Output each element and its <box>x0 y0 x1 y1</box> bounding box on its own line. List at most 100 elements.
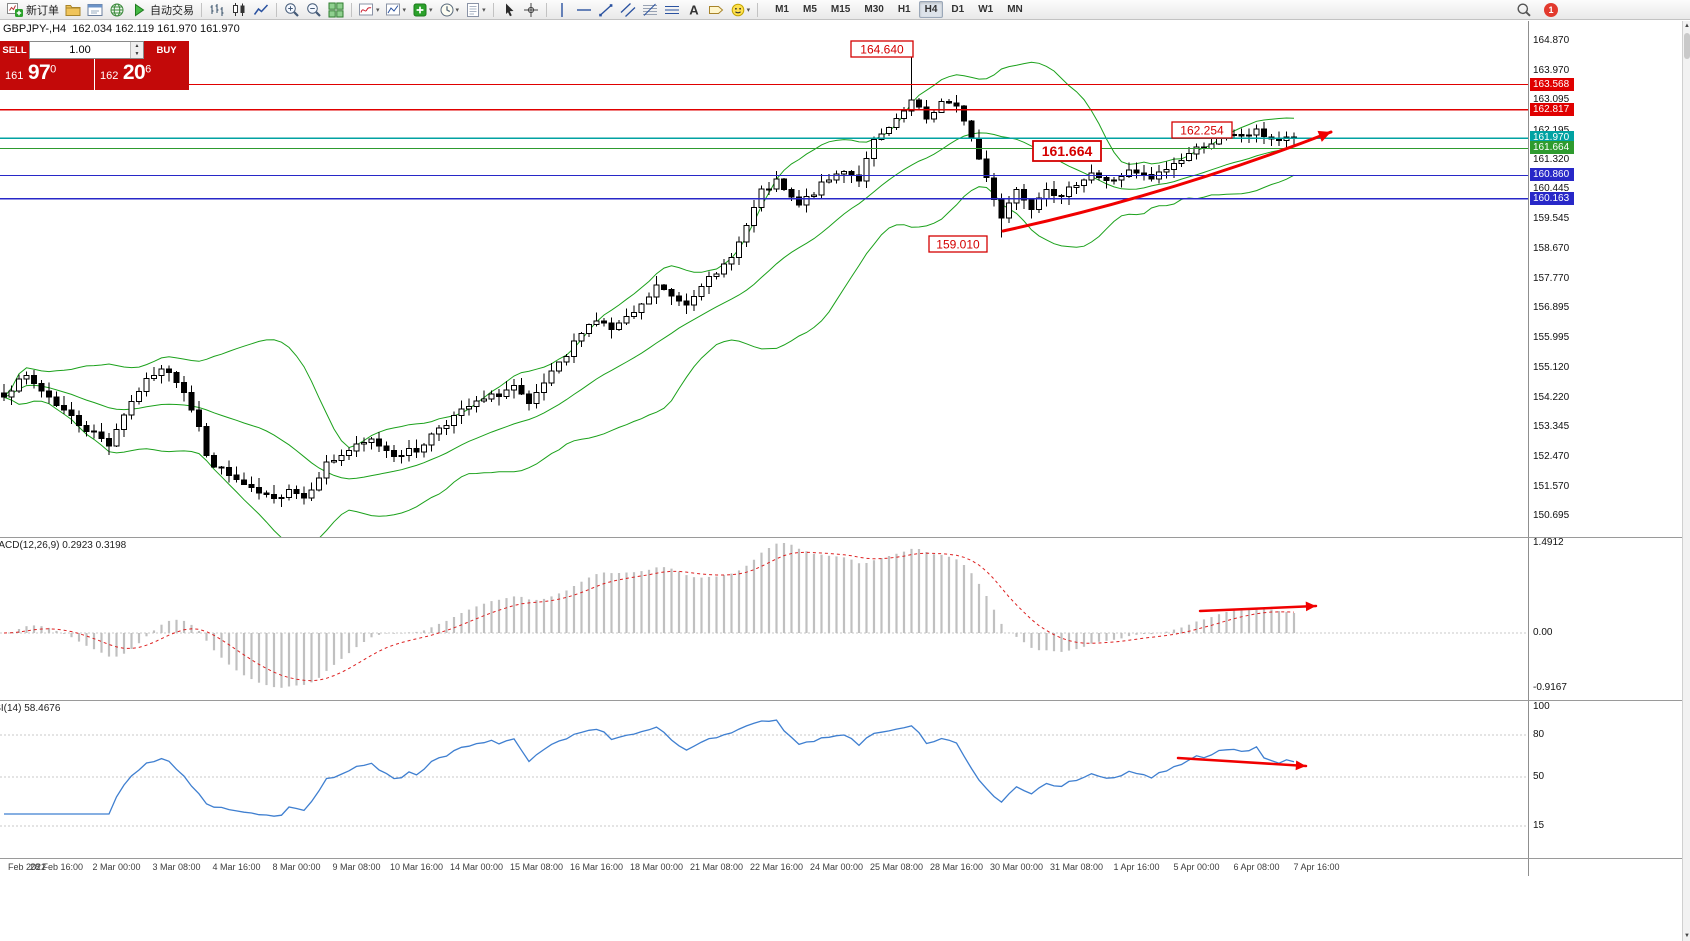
trendline-button[interactable] <box>595 1 617 19</box>
chevron-down-icon: ▾ <box>402 6 407 14</box>
trend-arrow[interactable] <box>1176 756 1308 768</box>
fibo-icon <box>642 2 658 18</box>
zoom-out-icon <box>306 2 322 18</box>
timeframe-m15-button[interactable]: M15 <box>830 4 851 15</box>
price-annotation-box[interactable] <box>928 235 988 253</box>
clock-icon <box>439 2 455 18</box>
rsi-canvas[interactable] <box>0 701 1528 858</box>
timeframe-d1-button[interactable]: D1 <box>951 4 965 15</box>
periods-button[interactable]: ▾ <box>436 1 463 19</box>
text-label-button[interactable] <box>705 1 727 19</box>
trend-arrow-head <box>1305 601 1316 612</box>
volume-spinner-up[interactable]: ▲ <box>131 42 143 50</box>
crosshair-icon <box>523 2 539 18</box>
scrollbar-thumb[interactable] <box>1684 33 1690 59</box>
axis-tick-label: 155.995 <box>1533 332 1570 344</box>
buy-price-display[interactable]: 162 206 <box>95 59 189 90</box>
timeframe-m30-button[interactable]: M30 <box>864 4 884 15</box>
text-button[interactable]: A <box>683 1 705 19</box>
time-axis-label: 28 Feb 16:00 <box>29 862 84 872</box>
axis-tick-label: 153.345 <box>1533 421 1570 433</box>
panel-separator-macd[interactable] <box>0 537 1682 538</box>
macd-canvas[interactable] <box>0 538 1528 700</box>
candlestick-chart-button[interactable] <box>228 1 250 19</box>
timeframe-mn-button[interactable]: MN <box>1007 4 1023 15</box>
new-order-button-label: 新订单 <box>26 4 59 17</box>
price-annotation-box[interactable] <box>1032 140 1102 162</box>
panel-separator-rsi[interactable] <box>0 700 1682 701</box>
price-annotation-box[interactable] <box>850 40 914 58</box>
profiles-button[interactable] <box>62 1 84 19</box>
price-scale[interactable]: 164.870 163.970 163.095 162.195 161.320 160.4… <box>1528 21 1682 876</box>
channel-button[interactable] <box>617 1 639 19</box>
price-level-badge: 163.568 <box>1530 77 1574 91</box>
timeframe-h1-button[interactable]: H1 <box>897 4 911 15</box>
price-level-badge: 161.664 <box>1530 141 1574 155</box>
bollinger-mid-band <box>3 132 1295 480</box>
zoom-in-button[interactable] <box>281 1 303 19</box>
time-axis-label: 6 Apr 08:00 <box>1233 862 1280 872</box>
toolbar-separator <box>492 2 494 17</box>
scroll-up-arrow[interactable]: ▲ <box>1684 23 1690 29</box>
rsi-label: RSI(14) 58.4676 <box>0 703 61 714</box>
axis-tick-label: 163.095 <box>1533 94 1570 106</box>
horizontal-line-button[interactable] <box>573 1 595 19</box>
price-chart-canvas[interactable]: 164.640 159.010 161.664 162.254 <box>0 21 1528 537</box>
trend-arrow[interactable] <box>1198 604 1318 613</box>
search-button[interactable] <box>1513 1 1535 19</box>
tile-windows-button[interactable] <box>325 1 347 19</box>
bollinger-lo-band <box>3 174 1295 537</box>
sell-button[interactable]: SELL <box>0 41 29 59</box>
sell-price-display[interactable]: 161 970 <box>0 59 95 90</box>
timeframe-w1-button[interactable]: W1 <box>978 4 994 15</box>
axis-tick-label: 152.470 <box>1533 450 1570 462</box>
trend-arrow[interactable] <box>1001 130 1333 233</box>
arrows-button[interactable]: ▾ <box>727 1 754 19</box>
time-axis[interactable]: Feb 2022 28 Feb 16:00 2 Mar 00:00 3 Mar 08:… <box>0 859 1690 876</box>
toolbar-separator <box>201 2 202 17</box>
buy-button[interactable]: BUY <box>144 41 189 59</box>
crosshair-button[interactable] <box>520 1 542 19</box>
macd-panel[interactable]: MACD(12,26,9) 0.2923 0.3198 <box>0 538 1528 700</box>
price-annotation-box[interactable] <box>1171 121 1233 139</box>
zoom-out-button[interactable] <box>303 1 325 19</box>
price-chart-panel[interactable]: 164.640 159.010 161.664 162.254 GBPJPY-,H4 … <box>0 21 1528 537</box>
hline-icon <box>576 2 592 18</box>
time-axis-label: 14 Mar 00:00 <box>449 862 504 872</box>
line-chart-button[interactable] <box>250 1 272 19</box>
market-watch-button[interactable] <box>84 1 106 19</box>
fibonacci-button[interactable] <box>639 1 661 19</box>
volume-spinner-down[interactable]: ▼ <box>131 50 143 58</box>
notification-badge[interactable]: 1 <box>1544 2 1558 17</box>
indicators-button[interactable]: ▾ <box>356 1 383 19</box>
chart-objects-button[interactable]: ▾ <box>383 1 410 19</box>
axis-tick-label: 163.970 <box>1533 65 1570 77</box>
timeframe-m5-button[interactable]: M5 <box>803 4 817 15</box>
bar-chart-button[interactable] <box>206 1 228 19</box>
timeframe-h4-button[interactable]: H4 <box>918 1 944 18</box>
chevron-down-icon: ▾ <box>429 6 433 14</box>
vertical-line-button[interactable] <box>551 1 573 19</box>
axis-tick-label: 157.770 <box>1533 272 1570 284</box>
cursor-button[interactable] <box>498 1 520 19</box>
auto-trading-button[interactable]: 自动交易 <box>128 1 197 19</box>
scroll-down-arrow[interactable]: ▼ <box>1684 933 1690 939</box>
bottom-gap <box>0 876 1690 941</box>
new-order-button[interactable]: 新订单 <box>4 1 62 19</box>
axis-tick-label: 154.220 <box>1533 391 1570 403</box>
add-indicator-button[interactable]: ▾ <box>409 1 436 19</box>
rsi-panel[interactable]: RSI(14) 58.4676 <box>0 701 1528 858</box>
timeframe-m1-button[interactable]: M1 <box>775 4 789 15</box>
toolbar-separator <box>276 2 277 17</box>
vertical-scrollbar[interactable]: ▲ ▼ <box>1682 21 1690 941</box>
volume-input[interactable]: 1.00 ▲ ▼ <box>29 41 144 59</box>
gann-grid-button[interactable] <box>661 1 683 19</box>
time-axis-label: 24 Mar 00:00 <box>809 862 864 872</box>
gridlines-icon <box>664 2 680 18</box>
volume-value[interactable]: 1.00 <box>69 44 91 56</box>
chevron-down-icon: ▾ <box>376 6 380 14</box>
main-toolbar: 新订单 自动交易 ▾ ▾ ▾ ▾ ▾ A ▾ M1 M5 M15 M30 H1 H4 D1 W1 MN 1 <box>0 0 1690 20</box>
linechart-icon <box>253 2 269 18</box>
templates-button[interactable]: ▾ <box>462 1 489 19</box>
refresh-button[interactable] <box>106 1 128 19</box>
